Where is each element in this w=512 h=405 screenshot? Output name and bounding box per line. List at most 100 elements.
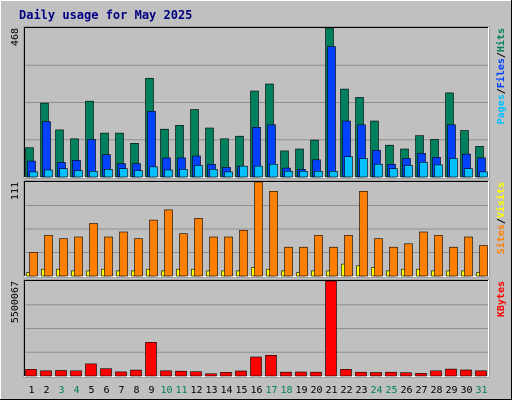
x-tick-label: 12 — [190, 385, 202, 396]
bar-pages-day-26 — [404, 165, 413, 178]
bar-pages-day-12 — [194, 165, 203, 178]
legend-separator: / — [496, 52, 507, 58]
x-tick-label: 9 — [148, 385, 154, 396]
bar-kbytes-day-18 — [280, 371, 292, 377]
x-tick-label: 20 — [310, 385, 322, 396]
bar-kbytes-day-29 — [445, 368, 457, 377]
legend-files: Files — [495, 58, 507, 88]
bar-kbytes-day-26 — [400, 372, 412, 377]
bar-pages-day-11 — [179, 169, 188, 178]
bar-kbytes-day-24 — [370, 372, 382, 377]
x-tick-label: 30 — [460, 385, 472, 396]
legend-separator: / — [496, 88, 507, 94]
x-axis-labels: 1 2 3 4 5 6 7 8 9 10 11 12 13 14 15 16 17 18 19 20 21 22 23 24 2… — [28, 385, 487, 396]
bar-sites-day-27 — [419, 231, 428, 277]
bar-kbytes-day-19 — [295, 371, 307, 377]
bar-kbytes-day-10 — [160, 370, 172, 377]
x-tick-label: 26 — [400, 385, 412, 396]
bar-kbytes-day-2 — [40, 370, 52, 377]
bar-sites-day-6 — [104, 236, 113, 277]
bar-sites-day-15 — [239, 230, 248, 277]
x-tick-label: 4 — [73, 385, 79, 396]
x-tick-label: 19 — [295, 385, 307, 396]
bar-kbytes-day-9 — [145, 341, 157, 377]
bar-pages-day-2 — [44, 169, 53, 178]
bar-kbytes-day-11 — [175, 370, 187, 377]
bar-kbytes-day-21 — [325, 280, 337, 377]
series-kbytes — [25, 280, 487, 377]
x-tick-label: 1 — [28, 385, 34, 396]
bar-sites-day-17 — [269, 191, 278, 277]
bar-pages-day-18 — [284, 171, 293, 178]
bar-sites-day-12 — [194, 218, 203, 277]
bar-pages-day-20 — [314, 171, 323, 178]
bar-kbytes-day-15 — [235, 370, 247, 377]
panel-3: 5500067 KBytes — [10, 279, 507, 378]
bar-kbytes-day-4 — [70, 370, 82, 377]
bar-pages-day-6 — [104, 169, 113, 178]
bar-kbytes-day-22 — [340, 369, 352, 377]
bar-kbytes-day-27 — [415, 373, 427, 377]
bar-pages-day-24 — [374, 164, 383, 178]
bar-sites-day-26 — [404, 243, 413, 277]
legend-pages: Pages — [496, 94, 507, 124]
x-tick-label: 15 — [235, 385, 247, 396]
bar-pages-day-10 — [164, 169, 173, 178]
legend-visits: Visits — [495, 182, 507, 218]
bar-sites-day-18 — [284, 246, 293, 277]
legend-hits: Hits — [495, 28, 507, 52]
bar-sites-day-10 — [164, 209, 173, 277]
bar-sites-day-16 — [254, 181, 263, 277]
x-tick-label: 6 — [103, 385, 109, 396]
panel-2: 111 Sites/Visits — [10, 180, 507, 278]
x-tick-label: 28 — [430, 385, 442, 396]
bar-pages-day-14 — [224, 171, 233, 178]
x-tick-label: 24 — [370, 385, 382, 396]
bar-sites-day-1 — [29, 252, 38, 277]
bar-sites-day-25 — [389, 246, 398, 277]
y-max-label: 111 — [10, 182, 21, 200]
bar-kbytes-day-20 — [310, 371, 322, 377]
x-tick-label: 2 — [43, 385, 49, 396]
bar-pages-day-7 — [119, 168, 128, 178]
bar-pages-day-30 — [464, 168, 473, 178]
x-tick-label: 31 — [475, 385, 487, 396]
bar-sites-day-22 — [344, 235, 353, 277]
bar-sites-day-30 — [464, 236, 473, 277]
bar-pages-day-16 — [254, 165, 263, 178]
bar-sites-day-23 — [359, 191, 368, 277]
x-tick-label: 29 — [445, 385, 457, 396]
bar-sites-day-11 — [179, 233, 188, 277]
x-tick-label: 7 — [118, 385, 124, 396]
bar-sites-day-21 — [329, 246, 338, 277]
legend-separator: / — [496, 218, 507, 224]
bar-pages-day-1 — [29, 171, 38, 178]
chart-panels: 468Pages/Files/Hits111Sites/Visits550006… — [10, 26, 507, 378]
bar-kbytes-day-13 — [205, 373, 217, 377]
x-tick-label: 3 — [58, 385, 64, 396]
side-legend: Pages/Files/Hits — [495, 28, 507, 124]
bar-pages-day-21 — [329, 171, 338, 178]
bar-pages-day-29 — [449, 158, 458, 178]
bar-kbytes-day-5 — [85, 363, 97, 377]
bar-pages-day-9 — [149, 166, 158, 178]
series-pages — [29, 156, 488, 178]
bar-sites-day-3 — [59, 238, 68, 277]
side-legend: KBytes — [496, 281, 507, 317]
bar-sites-day-28 — [434, 235, 443, 277]
bar-kbytes-day-31 — [475, 370, 487, 377]
bar-kbytes-day-12 — [190, 371, 202, 377]
bar-sites-day-9 — [149, 219, 158, 277]
x-tick-label: 5 — [88, 385, 94, 396]
bar-pages-day-8 — [134, 170, 143, 178]
x-tick-label: 13 — [205, 385, 217, 396]
bar-pages-day-27 — [419, 162, 428, 178]
x-tick-label: 17 — [265, 385, 277, 396]
bar-pages-day-25 — [389, 168, 398, 178]
x-tick-label: 18 — [280, 385, 292, 396]
bar-kbytes-day-28 — [430, 370, 442, 377]
bar-sites-day-7 — [119, 231, 128, 277]
